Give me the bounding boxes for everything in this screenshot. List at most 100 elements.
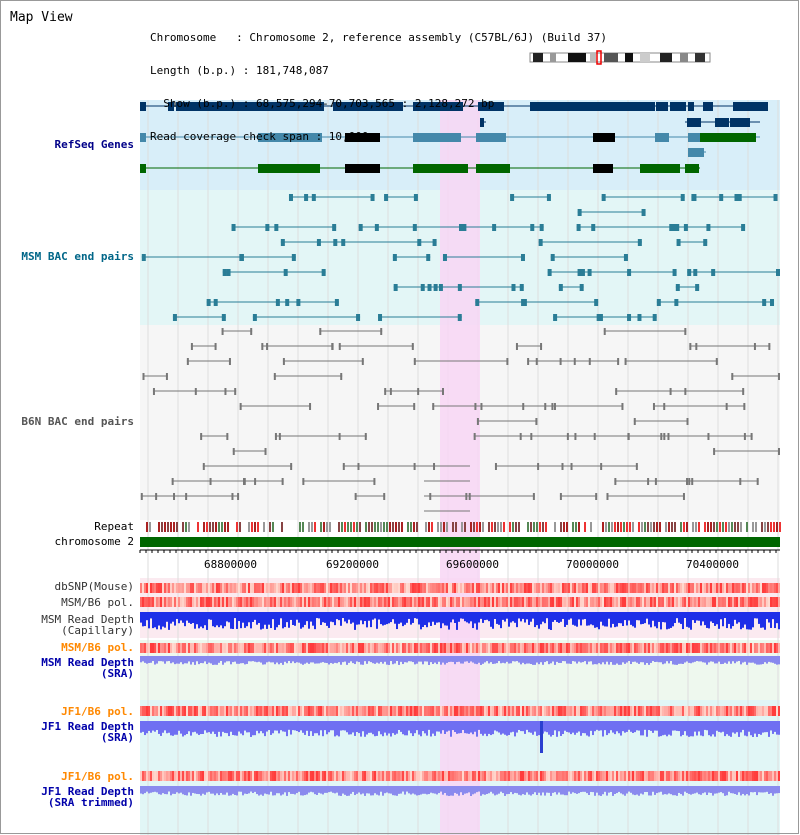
heat-cell	[288, 597, 290, 607]
depth-bar	[654, 656, 656, 662]
depth-bar	[444, 656, 446, 665]
heat-cell	[196, 643, 198, 653]
heat-cell	[650, 706, 652, 716]
heat-cell	[510, 706, 512, 716]
depth-bar	[354, 656, 356, 665]
depth-bar	[502, 786, 504, 794]
heat-cell	[276, 583, 278, 593]
depth-bar	[470, 656, 472, 662]
depth-bar	[638, 721, 640, 731]
heat-cell	[304, 583, 306, 593]
track-label-msm-b6-pol-2: MSM/B6 pol.	[61, 641, 134, 654]
depth-bar	[764, 656, 766, 663]
heat-cell	[390, 643, 392, 653]
repeat-element	[455, 522, 457, 532]
heat-cell	[244, 643, 246, 653]
depth-bar	[336, 721, 338, 736]
heat-cell	[220, 597, 222, 607]
heat-cell	[684, 771, 686, 781]
depth-bar	[414, 656, 416, 665]
heat-cell	[268, 597, 270, 607]
heat-cell	[192, 597, 194, 607]
depth-bar	[542, 656, 544, 665]
heat-cell	[694, 597, 696, 607]
heat-cell	[370, 583, 372, 593]
depth-bar	[470, 612, 472, 622]
bac-end	[356, 314, 361, 321]
depth-bar	[596, 612, 598, 628]
heat-cell	[422, 706, 424, 716]
heat-cell	[310, 583, 312, 593]
heat-cell	[756, 771, 758, 781]
depth-bar	[488, 786, 490, 794]
depth-bar	[650, 721, 652, 731]
depth-bar	[604, 656, 606, 665]
depth-bar	[228, 786, 230, 796]
depth-bar	[540, 786, 542, 796]
heat-cell	[734, 583, 736, 593]
heat-cell	[360, 643, 362, 653]
repeat-element	[299, 522, 301, 532]
depth-bar	[184, 656, 186, 664]
track-label-refseq[interactable]: RefSeq Genes	[54, 138, 134, 151]
heat-cell	[664, 706, 666, 716]
depth-bar	[374, 721, 376, 737]
depth-bar	[186, 612, 188, 621]
heat-cell	[198, 643, 200, 653]
bac-end	[239, 403, 242, 410]
depth-bar	[188, 612, 190, 623]
depth-bar	[574, 721, 576, 735]
depth-bar	[404, 612, 406, 625]
depth-bar	[382, 656, 384, 664]
depth-bar	[286, 612, 288, 623]
heat-cell	[386, 597, 388, 607]
heat-cell	[206, 583, 208, 593]
heat-cell	[542, 597, 544, 607]
heat-cell	[740, 583, 742, 593]
depth-bar	[738, 612, 740, 623]
repeat-element	[323, 522, 325, 532]
bac-end	[553, 314, 558, 321]
depth-bar	[434, 612, 436, 625]
depth-bar	[536, 612, 538, 626]
heat-cell	[214, 583, 216, 593]
depth-bar	[182, 612, 184, 623]
heat-cell	[356, 643, 358, 653]
depth-bar	[342, 721, 344, 731]
heat-cell	[492, 643, 494, 653]
heat-cell	[234, 643, 236, 653]
depth-bar	[502, 721, 504, 734]
heat-cell	[346, 597, 348, 607]
depth-bar	[698, 612, 700, 621]
repeat-element	[764, 522, 766, 532]
heat-cell	[320, 643, 322, 653]
heat-cell	[582, 643, 584, 653]
depth-bar	[492, 612, 494, 629]
depth-bar	[710, 786, 712, 793]
bac-end	[239, 254, 244, 261]
heat-cell	[306, 583, 308, 593]
depth-bar	[614, 721, 616, 735]
depth-bar	[242, 612, 244, 623]
heat-cell	[194, 597, 196, 607]
track-label-msm-bac[interactable]: MSM BAC end pairs	[21, 250, 134, 263]
heat-cell	[398, 706, 400, 716]
bac-end	[384, 388, 387, 395]
track-label-b6n-bac[interactable]: B6N BAC end pairs	[21, 415, 134, 428]
depth-bar	[612, 721, 614, 733]
heat-cell	[726, 643, 728, 653]
heat-cell	[358, 643, 360, 653]
depth-bar	[212, 786, 214, 794]
heat-cell	[434, 771, 436, 781]
heat-cell	[336, 643, 338, 653]
heat-cell	[378, 706, 380, 716]
heat-cell	[444, 706, 446, 716]
depth-bar	[402, 656, 404, 665]
heat-cell	[258, 706, 260, 716]
heat-cell	[292, 597, 294, 607]
depth-bar	[384, 721, 386, 733]
heat-cell	[716, 597, 718, 607]
depth-bar	[754, 612, 756, 619]
repeat-element	[656, 522, 658, 532]
heat-cell	[516, 706, 518, 716]
